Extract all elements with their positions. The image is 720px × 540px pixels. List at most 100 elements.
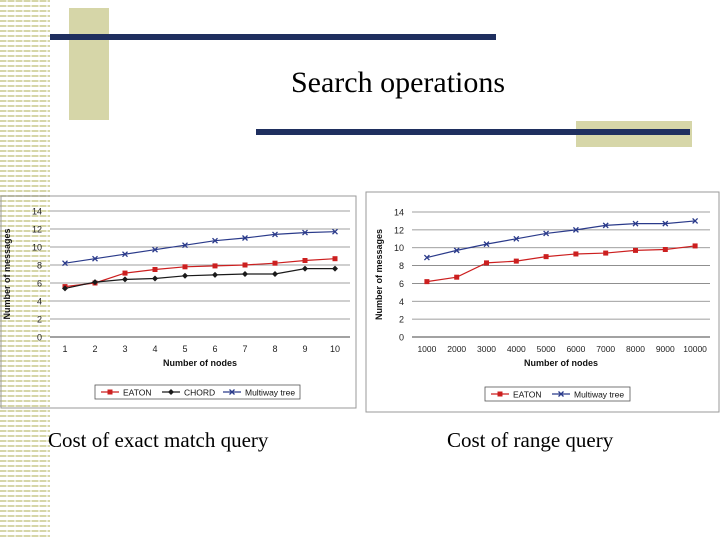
data-point [662,220,669,227]
data-point [513,258,519,264]
data-point [453,247,460,254]
y-tick-label: 14 [32,207,42,217]
x-tick-label: 9 [302,344,307,354]
y-tick-label: 14 [394,208,404,218]
data-point [212,237,218,244]
data-point [633,247,638,253]
x-axis-label: Number of nodes [163,358,237,368]
data-point [543,230,550,237]
data-point [122,251,128,258]
series-line [64,231,336,264]
data-point [424,279,430,285]
data-point [632,220,639,227]
data-point [573,251,579,257]
y-tick-label: 2 [399,315,404,325]
accent-bar-bottom [256,129,690,135]
data-point [692,217,699,224]
legend-swatch-marker [229,389,235,395]
y-tick-label: 8 [37,261,42,271]
data-point [603,250,609,256]
y-tick-label: 2 [37,315,42,325]
y-tick-label: 6 [37,279,42,289]
decorative-block-top [69,8,109,120]
legend-swatch-marker [168,389,174,395]
data-point [182,264,188,270]
data-point [152,275,158,282]
series-line [426,245,696,283]
data-point [272,260,278,266]
x-tick-label: 5000 [537,344,556,354]
x-tick-label: 1000 [417,344,436,354]
x-tick-label: 2 [92,344,97,354]
y-tick-label: 10 [32,243,42,253]
legend-label: EATON [513,390,542,400]
y-tick-label: 4 [399,297,404,307]
legend-box [94,384,301,400]
x-tick-label: 1 [62,344,67,354]
data-point [182,242,188,249]
legend-swatch-marker [558,391,564,397]
data-point [212,263,218,269]
legend-swatch-marker [107,389,113,395]
accent-bar-top [50,34,496,40]
chart-frame [365,191,720,413]
legend-swatch-marker [497,391,503,397]
data-point [513,235,520,242]
y-tick-label: 6 [399,279,404,289]
x-tick-label: 9000 [656,344,675,354]
data-point [423,254,430,261]
data-point [152,246,158,253]
data-point [572,226,579,233]
data-point [302,229,308,236]
data-point [122,270,128,276]
data-point [454,274,460,280]
data-point [484,260,489,266]
data-point [602,222,609,229]
x-tick-label: 4 [152,344,157,354]
x-tick-label: 6000 [566,344,585,354]
data-point [272,271,278,277]
data-point [62,285,68,292]
x-tick-label: 5 [182,344,187,354]
y-tick-label: 12 [32,225,42,235]
y-axis-label: Number of messages [374,229,384,320]
data-point [92,255,98,262]
y-tick-label: 0 [37,333,42,343]
data-point [92,279,98,286]
data-point [242,235,248,241]
data-point [332,228,338,235]
x-axis-label: Number of nodes [524,358,598,368]
y-tick-label: 8 [399,261,404,271]
y-tick-label: 10 [394,243,404,253]
data-point [662,247,668,252]
data-point [692,243,698,249]
slide-title: Search operations [290,66,506,99]
data-point [152,267,158,272]
data-point [302,265,308,272]
series-line [64,267,335,289]
range-query-chart: 0 2 4 6 8 10 12 14 1000 2000 3000 4000 5000 6000 7000 8… [365,191,720,413]
x-tick-label: 8 [272,344,277,354]
data-point [543,254,549,260]
y-tick-label: 0 [399,333,404,343]
data-point [212,271,218,278]
y-tick-label: 12 [394,225,404,235]
data-point [62,260,68,267]
x-tick-label: 4000 [507,344,526,354]
x-tick-label: 3 [122,344,127,354]
data-point [242,271,248,277]
legend-label: CHORD [184,388,215,398]
decorative-stripes-overlay [0,0,50,540]
x-tick-label: 10000 [683,344,707,354]
x-tick-label: 2000 [447,344,466,354]
legend-label: EATON [123,388,152,398]
caption-range-query: Cost of range query [447,428,614,452]
data-point [182,272,188,279]
data-point [242,262,248,268]
data-point [302,258,308,263]
data-point [332,265,338,272]
y-axis-label: Number of messages [2,228,12,319]
x-tick-label: 3000 [477,344,496,354]
series-line [426,220,696,259]
